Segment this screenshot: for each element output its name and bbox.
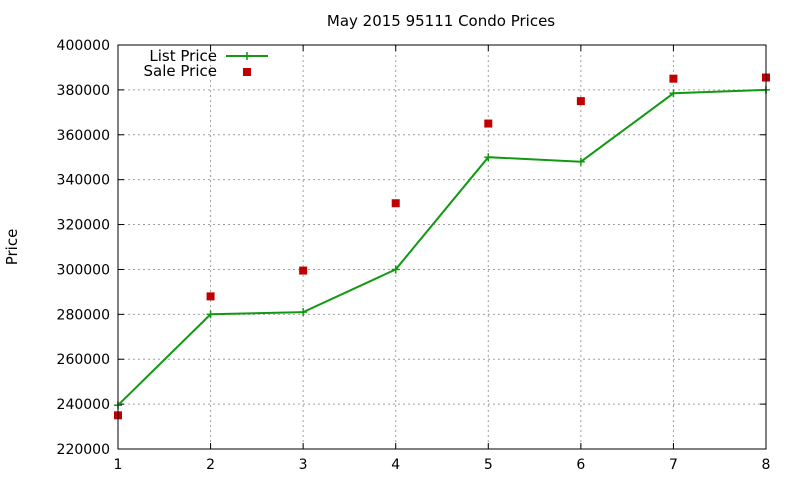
sale-price-point [391, 199, 400, 208]
axis-ticks [117, 44, 767, 450]
x-tick-label: 2 [206, 457, 215, 473]
data-series [114, 73, 770, 420]
legend-label-list-price: List Price [149, 47, 217, 65]
plot-frame [117, 44, 767, 450]
sale-price-point [206, 292, 215, 301]
y-tick-label: 340000 [57, 173, 110, 189]
plus-marker [243, 52, 251, 60]
x-tick-label: 8 [762, 457, 771, 473]
plus-marker [299, 308, 308, 317]
sale-price-point [299, 266, 308, 275]
y-axis-label: Price [3, 229, 21, 266]
legend-label-sale-price: Sale Price [144, 62, 217, 80]
y-tick-label: 220000 [57, 442, 110, 458]
list-price-line [117, 88, 767, 406]
legend-swatch-sale-price [243, 68, 251, 76]
y-tick-label: 400000 [57, 38, 110, 54]
y-tick-label: 380000 [57, 83, 110, 99]
plus-marker [391, 265, 400, 274]
plus-marker [576, 157, 585, 166]
x-tick-label: 5 [484, 457, 493, 473]
x-tick-label: 4 [391, 457, 400, 473]
x-tick-label: 3 [299, 457, 308, 473]
tick-labels: 2200002400002600002800003000003200003400… [57, 38, 771, 473]
plus-marker [206, 310, 215, 319]
y-tick-label: 300000 [57, 262, 110, 278]
sale-price-point [484, 119, 493, 128]
y-tick-label: 360000 [57, 128, 110, 144]
y-tick-label: 260000 [57, 352, 110, 368]
x-tick-label: 7 [669, 457, 678, 473]
sale-price-point [669, 74, 678, 83]
y-tick-label: 320000 [57, 218, 110, 234]
y-tick-label: 280000 [57, 307, 110, 323]
plus-marker [484, 153, 493, 162]
x-tick-label: 1 [114, 457, 123, 473]
x-tick-label: 6 [576, 457, 585, 473]
grid [118, 45, 766, 449]
chart-title: May 2015 95111 Condo Prices [327, 12, 555, 30]
sale-price-point [576, 97, 585, 106]
plus-marker [669, 89, 678, 98]
y-tick-label: 240000 [57, 397, 110, 413]
